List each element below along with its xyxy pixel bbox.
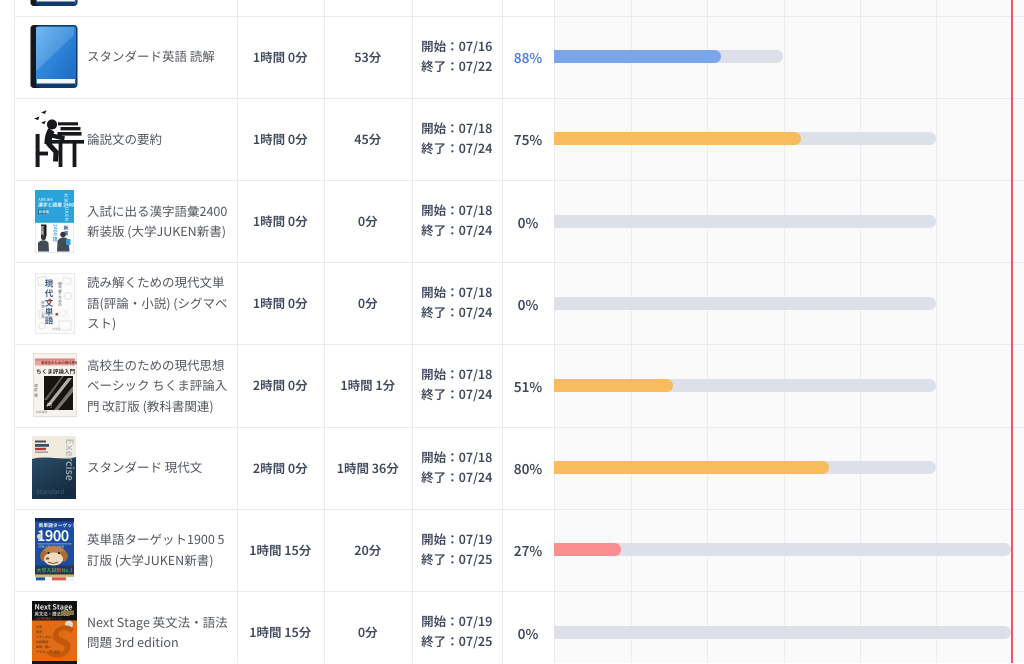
svg-text:イディオム: イディオム	[36, 635, 51, 639]
svg-text:文英堂: 文英堂	[52, 327, 61, 331]
svg-text:入試英語頻出ポイント: 入試英語頻出ポイント	[35, 616, 63, 620]
svg-text:入試に出る: 入試に出る	[38, 197, 53, 201]
svg-text:アクセント・発音: アクセント・発音	[36, 650, 60, 654]
svg-text:新書: 新書	[62, 224, 69, 236]
svg-text:漢字と語彙 2400: 漢字と語彙 2400	[38, 201, 74, 208]
svg-text:収録!: 収録!	[39, 225, 45, 235]
svg-text:ちくま評論入門: ちくま評論入門	[36, 368, 76, 376]
svg-text:文法: 文法	[36, 625, 42, 629]
svg-text:改訂版: 改訂版	[33, 383, 38, 397]
svg-text:筑摩書房: 筑摩書房	[36, 410, 47, 414]
svg-text:高校生のための現代思想: 高校生のための現代思想	[41, 360, 77, 365]
svg-text:大学JUKEN: 大学JUKEN	[63, 193, 69, 222]
svg-text:評論・小説: 評論・小説	[40, 301, 45, 319]
svg-text:読み解くための: 読み解くための	[57, 281, 62, 307]
svg-text:英単語ターゲット: 英単語ターゲット	[38, 522, 74, 529]
svg-text:S: S	[44, 609, 75, 664]
svg-text:新装版: 新装版	[38, 209, 49, 214]
svg-text:単語・語い: 単語・語い	[36, 645, 51, 649]
svg-text:会話表現: 会話表現	[36, 640, 48, 644]
svg-text:Exercise: Exercise	[62, 439, 76, 481]
svg-text:英文法・語法問題: 英文法・語法問題	[35, 611, 71, 617]
svg-text:Next Stage: Next Stage	[35, 602, 73, 612]
svg-text:現代文単語: 現代文単語	[43, 279, 55, 326]
svg-text:Standard: Standard	[36, 486, 64, 496]
svg-text:2400語: 2400語	[51, 224, 58, 242]
svg-text:1900: 1900	[37, 525, 69, 546]
svg-text:大学入試新No.1: 大学入試新No.1	[36, 567, 72, 574]
svg-text:語法: 語法	[36, 630, 42, 634]
svg-text:鬥: 鬥	[47, 402, 52, 409]
